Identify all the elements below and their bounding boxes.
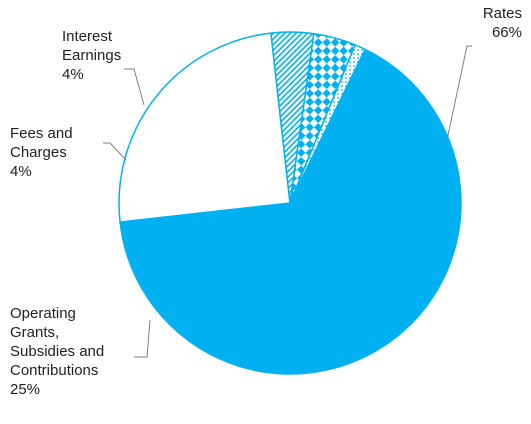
leader-line-0 [446,45,472,141]
slice-label-1: Operating Grants, Subsidies and Contributio… [10,305,104,398]
slice-label-3: Interest Earnings 4% [62,28,121,83]
slice-label-line-2: Fees and [10,125,73,142]
leader-line-3 [124,68,145,106]
leader-line-1 [134,319,151,358]
slice-label-line-3: Interest [62,28,113,45]
slice-label-line-1: Contributions [10,362,98,379]
slice-label-line-1: Subsidies and [10,343,104,360]
slice-percent-3: 4% [62,66,84,83]
pie-slice-0 [119,48,462,375]
slice-label-line-1: Grants, [10,324,59,341]
slice-percent-1: 25% [10,381,40,398]
leader-line-2 [103,142,127,161]
slice-percent-0: 66% [492,24,522,41]
slice-label-line-0: Rates [483,5,522,22]
slice-label-2: Fees and Charges 4% [10,125,73,180]
slice-label-0: Rates 66% [483,5,522,41]
slice-label-line-2: Charges [10,144,67,161]
slice-label-line-1: Operating [10,305,76,322]
pie-slice-1 [118,32,291,223]
pie-slice-4 [289,44,366,204]
slice-percent-2: 4% [10,163,32,180]
slice-label-line-3: Earnings [62,47,121,64]
